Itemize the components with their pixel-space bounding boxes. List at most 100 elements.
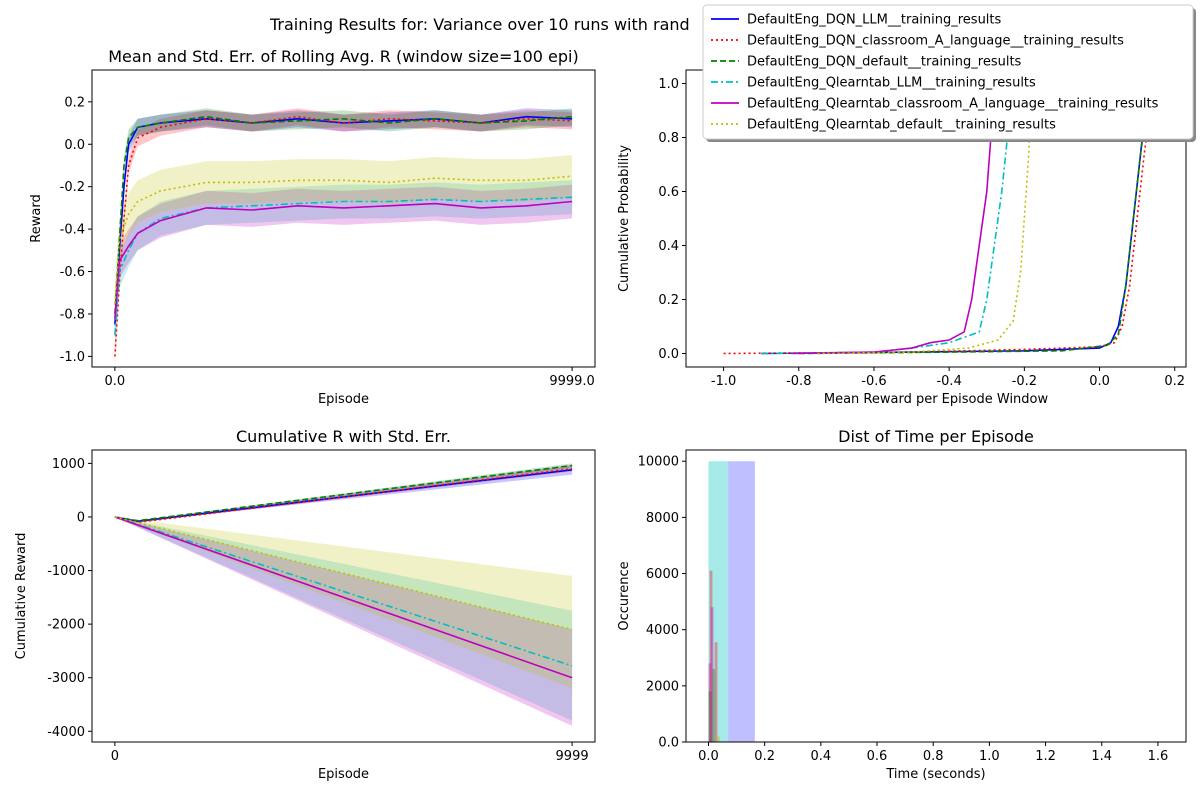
hist-bar-7 [714,642,718,742]
rolling-line-DQN_classroom [114,115,573,357]
cumulative-line-Q_LLM [114,516,573,667]
rolling-xlabel: Episode [318,392,369,407]
cumulative-line-Q_classroom [114,516,573,679]
rolling-ylabel: Reward [29,194,44,242]
cumulative-ytick-label: -4000 [47,725,85,740]
hist-bar-1 [708,461,729,742]
hist-ytick-label: 8000 [646,511,679,526]
rolling-ytick-label: -0.4 [60,223,85,238]
hist-xlabel: Time (seconds) [885,767,985,782]
hist-bar-6 [712,669,716,742]
rolling-ytick-label: 0.0 [64,138,85,153]
rolling-band-DQN_LLM [114,108,573,334]
cdf-xlabel: Mean Reward per Episode Window [824,392,1049,407]
cdf-ytick-label: 0.2 [658,293,679,308]
cdf-plot-area [723,91,1153,355]
rolling-ytick-label: -0.8 [60,307,85,322]
rolling-axes-frame [91,69,596,368]
hist-bar-3 [708,691,712,742]
rolling-line-DQN_default [114,115,573,315]
rolling-band-Q_LLM [114,180,573,353]
cumulative-ytick-label: -1000 [47,564,85,579]
cdf-line-DQN_LLM [761,96,1148,355]
cdf-line-Q_classroom [791,91,996,355]
cdf-xtick-label: -0.4 [936,374,961,389]
cdf-ytick-label: 1.0 [658,77,679,92]
panel-hist: 0.0 0.2 0.4 0.6 0.8 1.0 1.2 1.4 1.6 0.0 2000 4000 60… [617,427,1187,782]
rolling-ytick-label: -0.2 [60,180,85,195]
hist-bar-8 [716,736,720,742]
cdf-line-Q_default [817,91,1033,355]
rolling-xtick-label: 9999.0 [549,374,595,389]
cumulative-title: Cumulative R with Std. Err. [236,427,451,446]
hist-ytick-label: 6000 [646,567,679,582]
cumulative-ytick-label: -2000 [47,618,85,633]
rolling-band-Q_classroom [114,184,573,336]
hist-xtick-label: 1.6 [1148,749,1169,764]
hist-xtick-label: 1.4 [1091,749,1112,764]
hist-bar-4 [709,570,713,742]
legend-label-DQN_classroom: DefaultEng_DQN_classroom_A_language__tra… [747,34,1124,49]
cumulative-band-Q_default [114,517,573,689]
cdf-xtick-label: 0.2 [1164,374,1185,389]
legend-label-Q_LLM: DefaultEng_Qlearntab_LLM__training_resul… [747,76,1036,91]
legend-label-DQN_default: DefaultEng_DQN_default__training_results [747,55,1022,70]
cumulative-line-DQN_classroom [114,468,573,524]
hist-xtick-label: 0.8 [923,749,944,764]
legend: DefaultEng_DQN_LLM__training_results Defa… [702,4,1196,142]
hist-ytick-label: 2000 [646,679,679,694]
rolling-xtick-label: 0.0 [105,374,126,389]
hist-ylabel: Occurence [617,561,632,630]
cumulative-ytick-label: 0 [77,510,85,525]
hist-bar-0 [728,461,755,742]
cumulative-ytick-label: 1000 [52,457,85,472]
cumulative-line-Q_default [114,516,573,631]
hist-bar-5 [710,607,714,742]
cumulative-plot-area [114,463,573,726]
legend-label-Q_default: DefaultEng_Qlearntab_default__training_r… [747,118,1056,133]
panel-cumulative: 0 9999 -4000 -3000 -2000 -1000 0 1000 Cumulative… [14,427,596,782]
hist-title: Dist of Time per Episode [838,427,1034,446]
cumulative-band-DQN_default [114,463,573,522]
rolling-line-Q_default [114,175,573,304]
cdf-ytick-label: 0.6 [658,185,679,200]
rolling-plot-area [114,108,573,365]
hist-bar-2 [708,663,712,742]
cumulative-xtick-label: 0 [111,749,119,764]
cdf-ylabel: Cumulative Probability [617,145,632,292]
rolling-ytick-label: -1.0 [60,350,85,365]
rolling-band-DQN_classroom [114,108,573,365]
cdf-line-DQN_default [798,96,1150,355]
hist-xtick-label: 0.6 [867,749,888,764]
hist-xtick-label: 0.0 [698,749,719,764]
hist-ytick-label: 4000 [646,623,679,638]
cdf-xtick-label: -1.0 [711,374,736,389]
cumulative-ytick-label: -3000 [47,671,85,686]
hist-ytick-label: 0.0 [658,736,679,751]
cumulative-axes-frame [91,449,596,743]
cdf-xtick-label: -0.6 [861,374,886,389]
cumulative-line-DQN_default [114,464,573,522]
hist-plot-area [708,461,755,742]
panel-rolling: 0.0 9999.0 -1.0 -0.8 -0.6 -0.4 -0.2 0.0 0.2 Mean … [29,47,596,407]
hist-ytick-label: 10000 [638,455,679,470]
cdf-xtick-label: -0.2 [1012,374,1037,389]
cdf-ytick-label: 0.8 [658,131,679,146]
cumulative-ylabel: Cumulative Reward [14,533,29,660]
panel-cdf: -1.0 -0.8 -0.6 -0.4 -0.2 0.0 0.2 0.0 0.2 0.4 0.6 0.… [617,69,1187,407]
hist-axes-frame [685,449,1187,743]
legend-box [702,4,1194,140]
rolling-band-Q_default [114,154,573,325]
cumulative-band-Q_LLM [114,517,573,721]
cdf-xtick-label: -0.8 [786,374,811,389]
cdf-ytick-label: 0.4 [658,239,679,254]
rolling-band-DQN_default [114,108,573,323]
cdf-ytick-label: 0.0 [658,347,679,362]
rolling-line-Q_LLM [114,196,573,336]
hist-xtick-label: 0.4 [810,749,831,764]
figure-suptitle: Training Results for: Variance over 10 r… [269,15,690,34]
rolling-ytick-label: 0.2 [64,95,85,110]
cumulative-band-Q_classroom [114,517,573,726]
hist-xtick-label: 0.2 [754,749,775,764]
